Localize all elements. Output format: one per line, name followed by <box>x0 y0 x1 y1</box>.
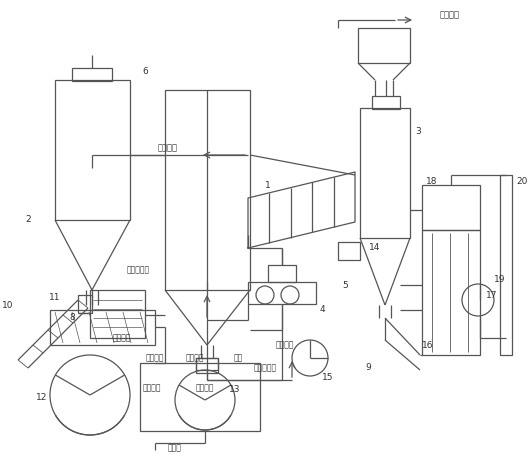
Bar <box>422 185 480 230</box>
Bar <box>360 108 410 238</box>
Bar <box>372 96 400 109</box>
Text: 8: 8 <box>69 314 75 322</box>
Text: 還原后煤氣: 還原后煤氣 <box>253 364 277 372</box>
Bar <box>268 265 296 282</box>
Bar <box>165 90 250 290</box>
Bar <box>248 282 316 304</box>
Bar <box>422 230 480 355</box>
Bar <box>50 310 155 345</box>
Text: 20: 20 <box>516 178 528 187</box>
Text: 4: 4 <box>319 306 325 315</box>
Text: 尾礦: 尾礦 <box>233 354 243 362</box>
Text: 1: 1 <box>265 181 271 189</box>
Text: 還原煤氣: 還原煤氣 <box>113 334 131 342</box>
Text: 2: 2 <box>25 216 31 224</box>
Text: 6: 6 <box>142 68 148 77</box>
Text: 3: 3 <box>415 128 421 137</box>
Bar <box>140 363 260 431</box>
Bar <box>338 242 360 260</box>
Text: 鐵精礦: 鐵精礦 <box>168 444 182 453</box>
Text: 5: 5 <box>342 281 348 290</box>
Bar <box>55 80 130 220</box>
Text: 13: 13 <box>229 385 241 395</box>
Text: 還原后煤氣: 還原后煤氣 <box>127 266 149 275</box>
Bar <box>196 358 218 373</box>
Text: 助燃空氣: 助燃空氣 <box>276 340 294 350</box>
Text: 高溫煙氣: 高溫煙氣 <box>158 143 178 153</box>
Text: 強磁物料: 強磁物料 <box>143 384 161 393</box>
Text: 15: 15 <box>322 374 334 383</box>
Text: 18: 18 <box>426 178 438 187</box>
Bar <box>500 175 512 355</box>
Text: 17: 17 <box>486 291 498 300</box>
Bar <box>72 68 112 81</box>
Bar <box>196 358 218 370</box>
Bar <box>78 295 92 313</box>
Text: 14: 14 <box>369 243 381 252</box>
Text: 11: 11 <box>49 293 61 302</box>
Text: 含水赤泥: 含水赤泥 <box>440 10 460 20</box>
Text: 弱性物料: 弱性物料 <box>196 384 214 393</box>
Text: 弱磁物料: 弱磁物料 <box>146 354 164 362</box>
Bar <box>358 28 410 63</box>
Text: 9: 9 <box>365 364 371 372</box>
Text: 12: 12 <box>37 394 48 403</box>
Text: 16: 16 <box>422 340 434 350</box>
Text: 10: 10 <box>2 301 14 310</box>
Text: 19: 19 <box>494 276 506 285</box>
Bar <box>90 290 145 338</box>
Text: 非磁物料: 非磁物料 <box>186 354 204 362</box>
